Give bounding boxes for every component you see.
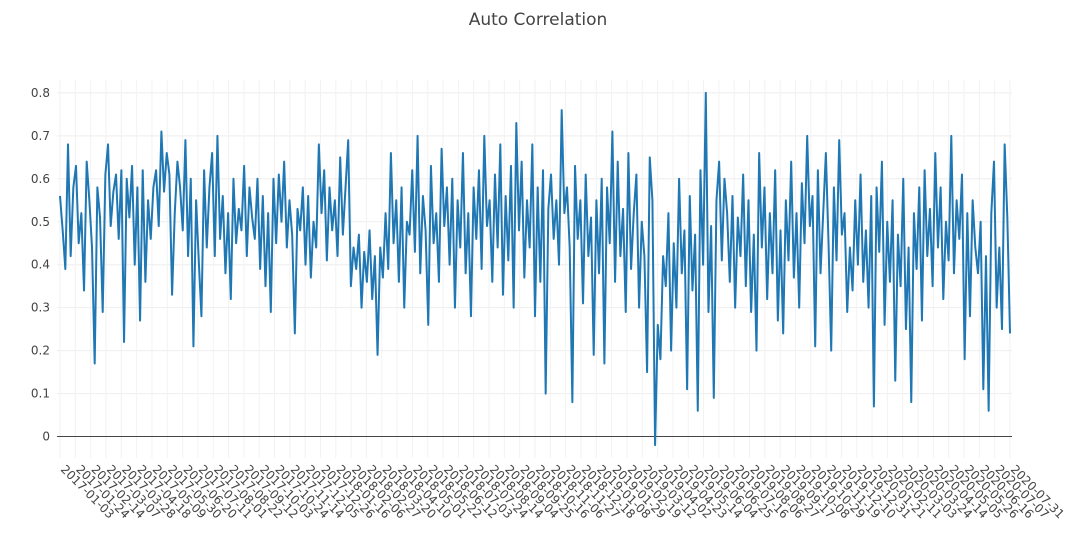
y-tick-label: 0.2 [31,344,50,358]
y-tick-label: 0.1 [31,387,50,401]
y-axis: 0 0.1 0.2 0.3 0.4 0.5 0.6 0.7 0.8 [31,86,50,444]
x-axis: 2017-01-032017-01-242017-02-142017-03-07… [58,462,1067,521]
y-tick-label: 0 [42,430,50,444]
x-gridlines [59,80,1011,458]
y-tick-label: 0.4 [31,258,50,272]
autocorrelation-line [59,91,1011,447]
chart-title: Auto Correlation [468,10,608,30]
y-tick-label: 0.7 [31,129,50,143]
y-tick-label: 0.8 [31,86,50,100]
y-tick-label: 0.3 [31,301,50,315]
y-tick-label: 0.5 [31,215,50,229]
y-tick-label: 0.6 [31,172,50,186]
